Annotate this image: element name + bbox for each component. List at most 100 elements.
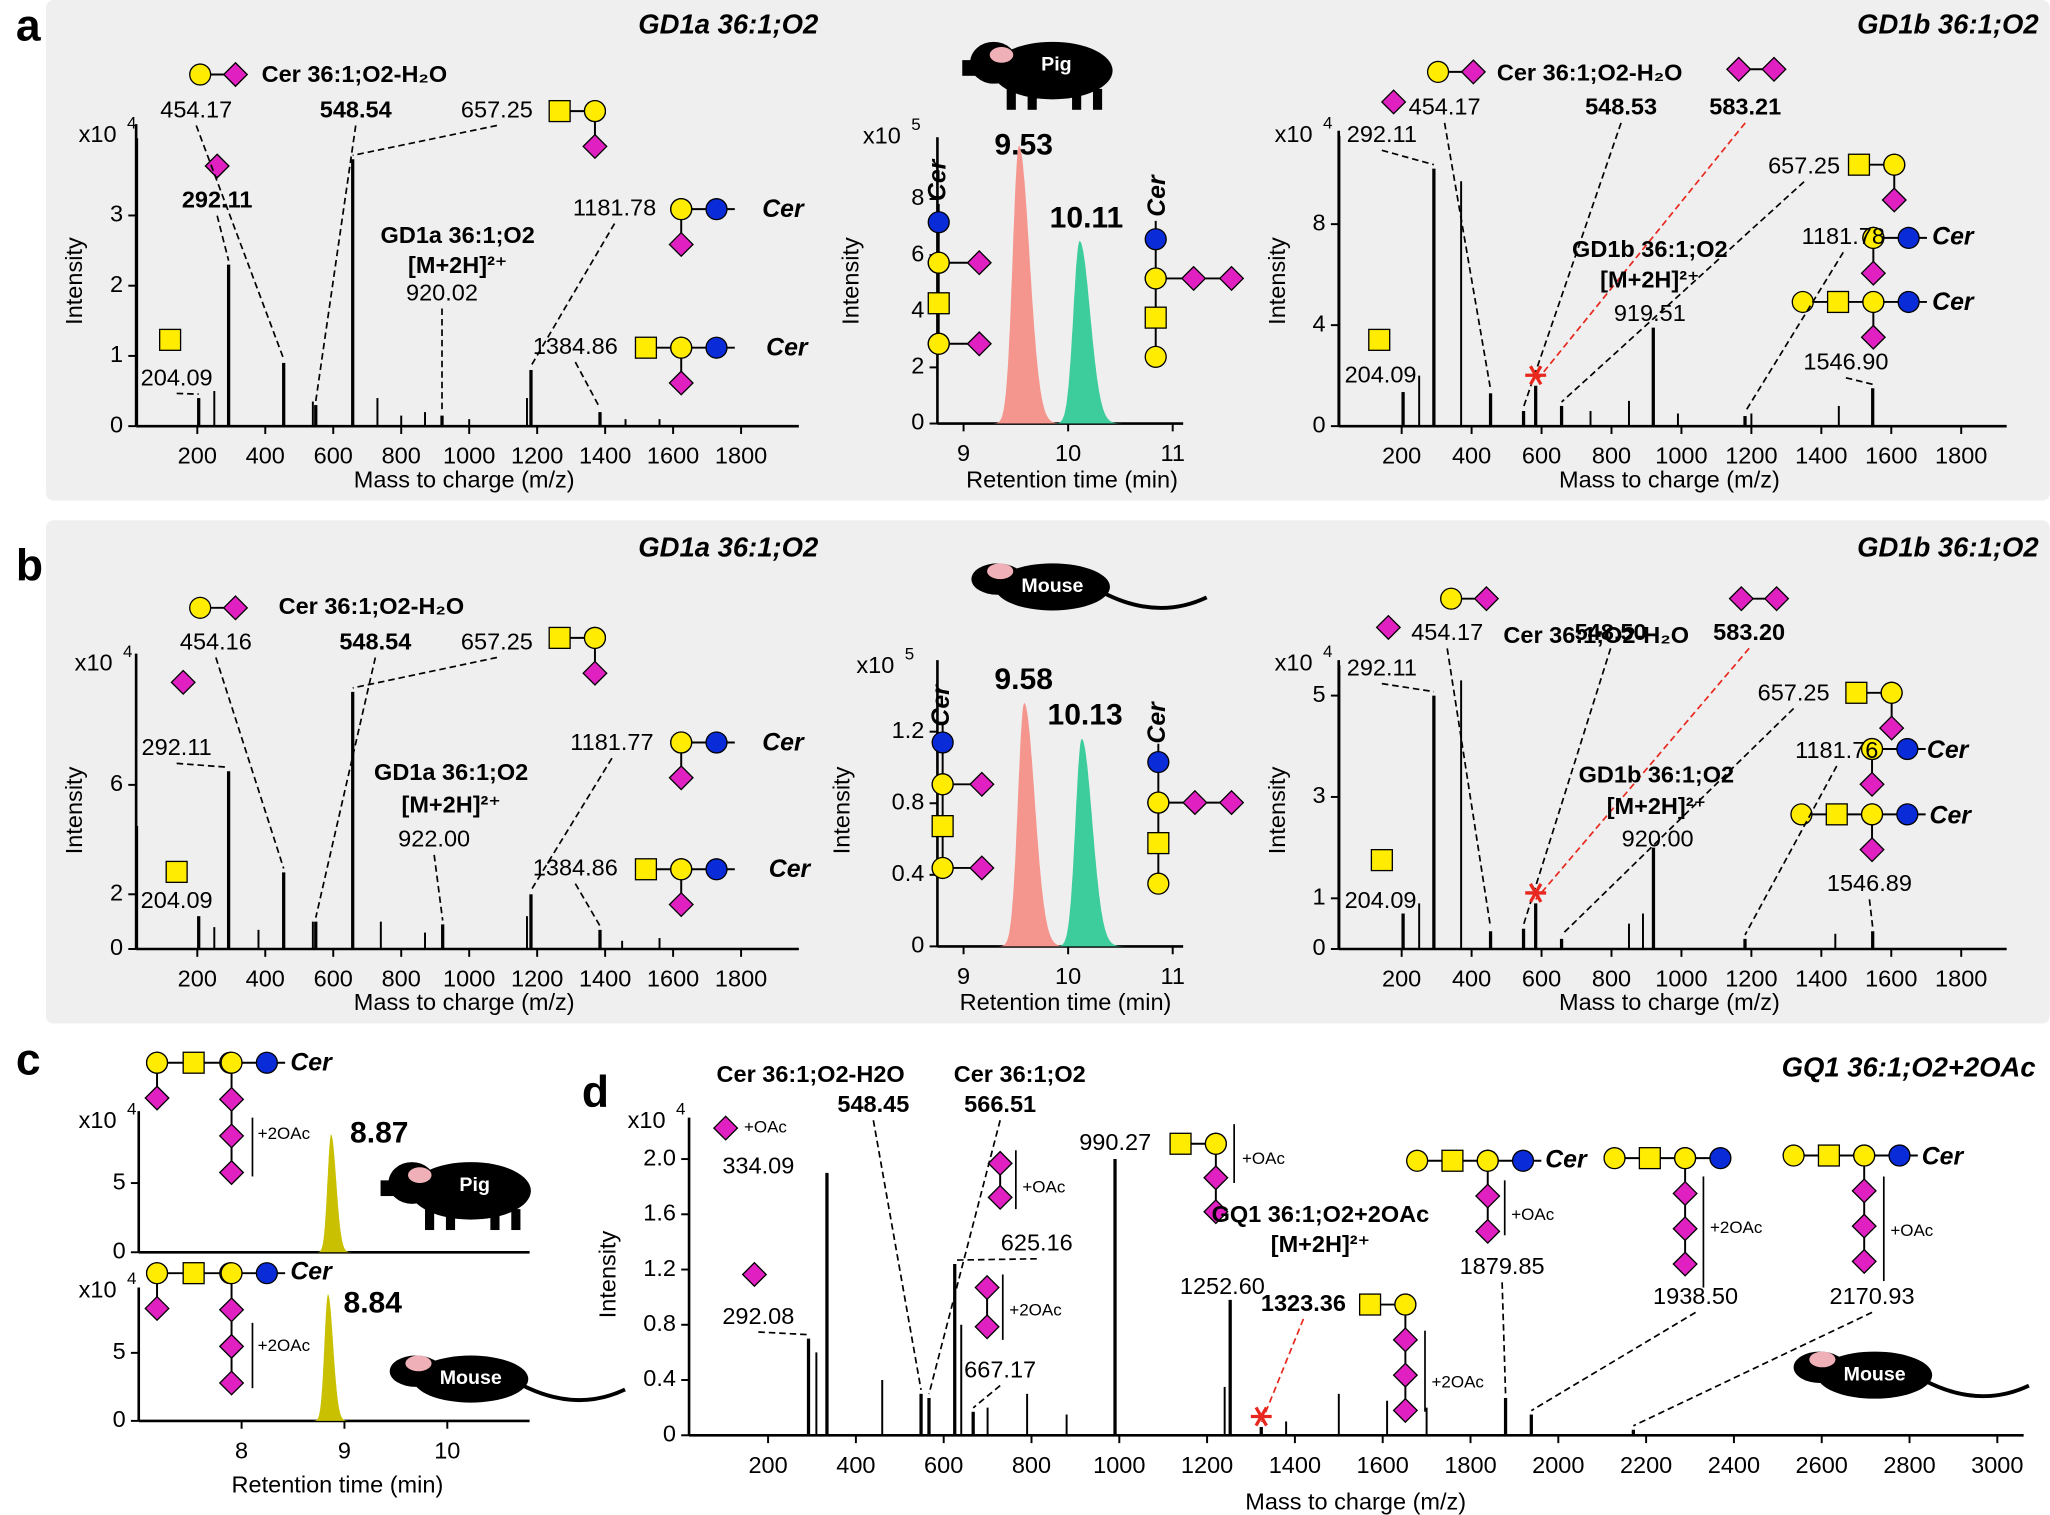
glycan-circle	[1860, 803, 1884, 826]
animal-brain	[408, 1167, 432, 1183]
x-tick-label: 800	[1592, 443, 1631, 469]
y-tick-label: 0.8	[892, 788, 925, 814]
glycan-circle	[927, 251, 950, 274]
glycan-diamond	[1672, 1251, 1698, 1277]
x-axis-label: Mass to charge (m/z)	[1245, 1488, 1466, 1514]
glycan-diamond	[1851, 1248, 1877, 1275]
leader-line	[872, 1120, 922, 1391]
annotation: +2OAc	[1432, 1372, 1485, 1391]
y-tick-label: 0	[113, 1237, 126, 1263]
glycan-circle	[1426, 60, 1450, 84]
glycan-circle	[1511, 1149, 1535, 1172]
glycan-diamond	[974, 1314, 1000, 1340]
panel-label: d	[582, 1068, 609, 1117]
glycan-circle	[1790, 803, 1813, 826]
x-tick-label: 200	[1382, 443, 1421, 469]
glycan-circle	[255, 1262, 278, 1285]
y-axis-label: Intensity	[838, 237, 864, 325]
glycan-circle	[1440, 587, 1463, 610]
animal-leg	[1072, 88, 1082, 110]
glycan-circle	[583, 626, 607, 650]
annotation: Cer	[1922, 1144, 1965, 1171]
x-tick-label: 1200	[511, 443, 563, 469]
scale-exponent: 4	[127, 1269, 136, 1288]
x-tick-label: 1600	[647, 443, 699, 469]
annotation: Cer 36:1;O2-H2O	[717, 1061, 905, 1087]
animal-snout	[380, 1180, 397, 1197]
glycan-square	[634, 336, 658, 359]
animal-label: Mouse	[440, 1367, 502, 1389]
x-tick-label: 400	[1452, 443, 1491, 469]
glycan-circle	[1144, 267, 1167, 290]
glycan-square	[548, 99, 571, 123]
annotation: Cer	[924, 158, 951, 201]
glycan-circle	[189, 63, 212, 86]
animal-body	[413, 1355, 529, 1403]
y-tick-label: 0	[113, 1406, 126, 1432]
glycan-square	[1845, 681, 1868, 704]
x-tick-label: 11	[1160, 963, 1184, 989]
scale-label: x10	[1275, 649, 1313, 675]
annotation: [M+2H]²⁺	[402, 792, 501, 818]
glycan-diamond	[1881, 187, 1907, 213]
y-tick-label: 5	[1313, 681, 1326, 707]
glycan-circle	[1147, 791, 1170, 814]
x-tick-label: 1200	[1725, 443, 1777, 469]
glycan-circle	[931, 773, 954, 796]
peak-label: 667.17	[964, 1356, 1036, 1382]
annotation: +OAc	[1022, 1178, 1065, 1197]
glycan-diamond	[1375, 614, 1402, 641]
glycan-circle	[1709, 1147, 1732, 1170]
leader-line	[1632, 1311, 1873, 1427]
peak-label: 920.00	[1622, 826, 1694, 852]
scale-label: x10	[863, 122, 901, 148]
y-tick-label: 2.0	[643, 1144, 676, 1170]
glycan-square	[1358, 1293, 1382, 1316]
glycan-square	[182, 1262, 205, 1285]
glycan-diamond	[1859, 771, 1885, 797]
leader-line	[1530, 1311, 1697, 1412]
glycan-diamond	[1180, 265, 1207, 292]
glycan-circle	[1204, 1132, 1227, 1155]
chart-title: GD1b 36:1;O2	[1857, 531, 2038, 562]
y-tick-label: 5	[113, 1338, 126, 1364]
glycan-diamond	[1878, 715, 1905, 741]
y-tick-label: 1	[110, 341, 123, 367]
peak-label: 1384.86	[533, 333, 618, 359]
peak-label: 292.11	[142, 734, 212, 760]
animal-label: Pig	[1041, 54, 1071, 76]
annotation: [M+2H]²⁺	[408, 252, 507, 278]
glycan-diamond	[1392, 1397, 1419, 1424]
leader-line	[1744, 765, 1838, 936]
scale-exponent: 5	[911, 115, 920, 134]
x-axis-label: Mass to charge (m/z)	[1559, 989, 1780, 1015]
y-axis-label: Intensity	[61, 766, 87, 854]
x-axis-label: Retention time (min)	[960, 989, 1172, 1015]
y-tick-label: 0	[911, 932, 924, 958]
y-axis-label: Intensity	[61, 237, 87, 325]
x-tick-label: 1600	[1357, 1452, 1409, 1478]
x-tick-label: 1000	[443, 443, 495, 469]
glycan-diamond	[1203, 1199, 1229, 1225]
glycan-diamond	[1672, 1180, 1698, 1207]
glycan-circle	[1862, 226, 1885, 250]
glycan-square	[1826, 290, 1850, 314]
peak-label: 922.00	[398, 826, 470, 852]
glycan-diamond	[1392, 1327, 1419, 1353]
leader-line	[1845, 376, 1873, 386]
star	[1529, 883, 1543, 903]
peak-label: 657.25	[1768, 153, 1840, 179]
x-tick-label: 200	[178, 966, 217, 992]
glycan-circle	[1791, 290, 1814, 314]
glycan-diamond	[1859, 836, 1885, 863]
y-tick-label: 3	[110, 201, 123, 227]
glycan-square	[159, 328, 182, 351]
annotation: Cer	[1144, 174, 1171, 217]
peak-label: 1181.78	[573, 194, 656, 220]
glycan-circle	[220, 1262, 243, 1285]
glycan-circle	[255, 1051, 278, 1074]
glycan-square	[1370, 849, 1393, 872]
peak-label: 1879.85	[1460, 1253, 1545, 1279]
scale-exponent: 4	[1323, 642, 1332, 661]
animal-snout	[962, 60, 978, 76]
